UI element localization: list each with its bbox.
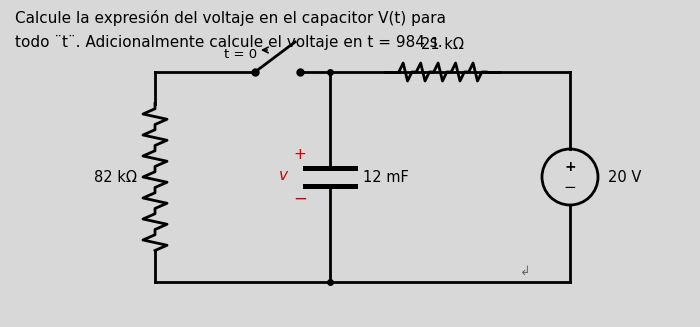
Text: +: +	[293, 147, 307, 163]
Text: +: +	[564, 160, 576, 174]
Text: 82 kΩ: 82 kΩ	[94, 169, 137, 184]
Text: v: v	[279, 167, 288, 182]
Text: −: −	[293, 190, 307, 208]
Text: todo ¨t¨. Adicionalmente calcule el voltaje en t = 984 s.: todo ¨t¨. Adicionalmente calcule el volt…	[15, 35, 442, 50]
Text: 12 mF: 12 mF	[363, 169, 409, 184]
Text: Calcule la expresión del voltaje en el capacitor V(t) para: Calcule la expresión del voltaje en el c…	[15, 10, 446, 26]
Text: −: −	[564, 180, 576, 195]
Text: ↲: ↲	[520, 265, 531, 278]
Text: 20 V: 20 V	[608, 169, 641, 184]
Text: 21 kΩ: 21 kΩ	[421, 37, 464, 52]
Text: t = 0: t = 0	[224, 47, 257, 60]
